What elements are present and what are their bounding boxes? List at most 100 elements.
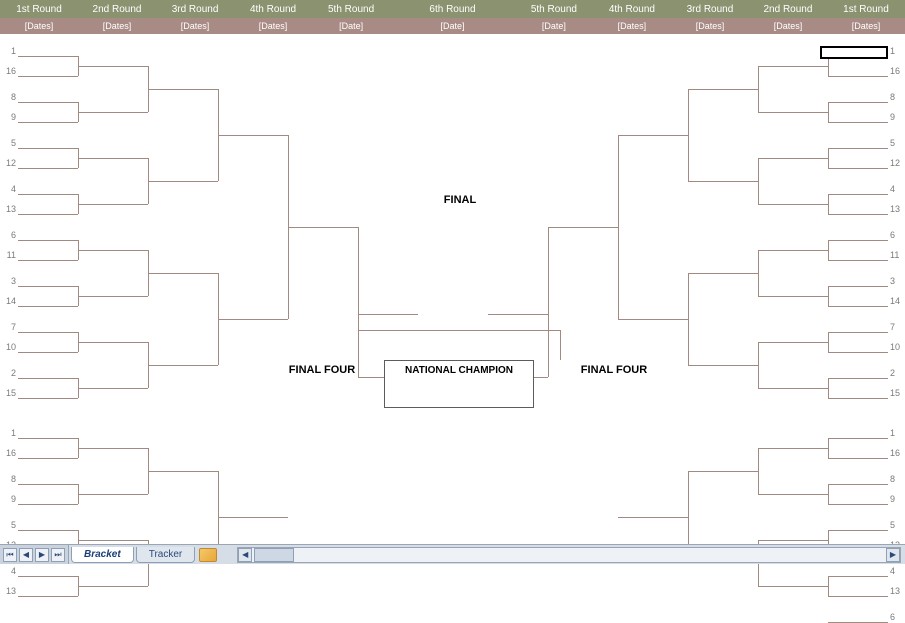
bracket-slot-line[interactable]: [18, 352, 78, 353]
bracket-slot-line[interactable]: [78, 448, 148, 449]
bracket-slot-line[interactable]: [828, 398, 888, 399]
bracket-slot-line[interactable]: [758, 158, 828, 159]
bracket-slot-line[interactable]: [78, 388, 148, 389]
national-champion-box[interactable]: NATIONAL CHAMPION: [384, 360, 534, 408]
bracket-slot-line[interactable]: [78, 66, 148, 67]
bracket-slot-line[interactable]: [488, 314, 548, 315]
bracket-slot-line[interactable]: [758, 494, 828, 495]
bracket-slot-line[interactable]: [758, 540, 828, 541]
bracket-slot-line[interactable]: [828, 214, 888, 215]
bracket-slot-line[interactable]: [828, 102, 888, 103]
bracket-slot-line[interactable]: [828, 352, 888, 353]
bracket-slot-line[interactable]: [828, 438, 888, 439]
bracket-slot-line[interactable]: [828, 504, 888, 505]
bracket-slot-line[interactable]: [758, 112, 828, 113]
bracket-slot-line[interactable]: [18, 504, 78, 505]
bracket-slot-line[interactable]: [828, 194, 888, 195]
bracket-slot-line[interactable]: [358, 314, 418, 315]
bracket-slot-line[interactable]: [828, 240, 888, 241]
bracket-slot-line[interactable]: [18, 576, 78, 577]
bracket-slot-line[interactable]: [688, 181, 758, 182]
bracket-slot-line[interactable]: [18, 286, 78, 287]
bracket-canvas[interactable]: 1168951241361131471021511689512413116895…: [0, 34, 905, 544]
bracket-slot-line[interactable]: [688, 273, 758, 274]
bracket-slot-line[interactable]: [18, 306, 78, 307]
bracket-slot-line[interactable]: [18, 56, 78, 57]
horizontal-scrollbar[interactable]: ◀ ▶: [237, 547, 901, 563]
bracket-slot-line[interactable]: [18, 214, 78, 215]
sheet-nav-first-icon[interactable]: ⏮: [3, 548, 17, 562]
bracket-slot-line[interactable]: [18, 260, 78, 261]
bracket-slot-line[interactable]: [218, 135, 288, 136]
scroll-thumb[interactable]: [254, 548, 294, 562]
new-sheet-icon[interactable]: [199, 548, 217, 562]
bracket-slot-line[interactable]: [758, 66, 828, 67]
bracket-slot-line[interactable]: [18, 530, 78, 531]
bracket-slot-line[interactable]: [828, 306, 888, 307]
bracket-slot-line[interactable]: [148, 181, 218, 182]
bracket-slot-line[interactable]: [18, 458, 78, 459]
bracket-slot-line[interactable]: [548, 227, 618, 228]
bracket-slot-line[interactable]: [618, 319, 688, 320]
bracket-slot-line[interactable]: [618, 135, 688, 136]
bracket-slot-line[interactable]: [78, 112, 148, 113]
bracket-slot-line[interactable]: [758, 204, 828, 205]
bracket-slot-line[interactable]: [688, 365, 758, 366]
bracket-slot-line[interactable]: [758, 448, 828, 449]
bracket-slot-line[interactable]: [828, 458, 888, 459]
sheet-nav-next-icon[interactable]: ▶: [35, 548, 49, 562]
bracket-slot-line[interactable]: [78, 540, 148, 541]
bracket-slot-line[interactable]: [758, 388, 828, 389]
bracket-slot-line[interactable]: [688, 89, 758, 90]
bracket-slot-line[interactable]: [18, 438, 78, 439]
bracket-slot-line[interactable]: [758, 296, 828, 297]
bracket-slot-line[interactable]: [18, 596, 78, 597]
bracket-slot-line[interactable]: [78, 342, 148, 343]
bracket-slot-line[interactable]: [78, 296, 148, 297]
bracket-slot-line[interactable]: [828, 596, 888, 597]
bracket-slot-line[interactable]: [18, 168, 78, 169]
bracket-slot-line[interactable]: [78, 250, 148, 251]
bracket-slot-line[interactable]: [18, 332, 78, 333]
cell-selection[interactable]: [820, 46, 888, 59]
sheet-nav-prev-icon[interactable]: ◀: [19, 548, 33, 562]
bracket-slot-line[interactable]: [148, 273, 218, 274]
bracket-slot-line[interactable]: [18, 484, 78, 485]
sheet-nav-last-icon[interactable]: ⏭: [51, 548, 65, 562]
bracket-slot-line[interactable]: [828, 260, 888, 261]
bracket-slot-line[interactable]: [148, 89, 218, 90]
bracket-slot-line[interactable]: [688, 471, 758, 472]
bracket-slot-line[interactable]: [18, 102, 78, 103]
bracket-slot-line[interactable]: [828, 576, 888, 577]
bracket-slot-line[interactable]: [18, 122, 78, 123]
bracket-slot-line[interactable]: [758, 586, 828, 587]
sheet-tab-bracket[interactable]: Bracket: [71, 547, 134, 563]
bracket-slot-line[interactable]: [828, 378, 888, 379]
bracket-slot-line[interactable]: [148, 471, 218, 472]
bracket-slot-line[interactable]: [218, 319, 288, 320]
bracket-slot-line[interactable]: [288, 227, 358, 228]
scroll-left-icon[interactable]: ◀: [238, 548, 252, 562]
bracket-slot-line[interactable]: [618, 517, 688, 518]
bracket-slot-line[interactable]: [18, 398, 78, 399]
bracket-slot-line[interactable]: [828, 76, 888, 77]
bracket-slot-line[interactable]: [828, 332, 888, 333]
bracket-slot-line[interactable]: [78, 158, 148, 159]
bracket-slot-line[interactable]: [18, 240, 78, 241]
bracket-slot-line[interactable]: [828, 286, 888, 287]
bracket-slot-line[interactable]: [18, 194, 78, 195]
bracket-slot-line[interactable]: [828, 168, 888, 169]
scroll-right-icon[interactable]: ▶: [886, 548, 900, 562]
bracket-slot-line[interactable]: [78, 494, 148, 495]
bracket-slot-line[interactable]: [78, 204, 148, 205]
sheet-tab-tracker[interactable]: Tracker: [136, 547, 196, 563]
bracket-slot-line[interactable]: [18, 76, 78, 77]
bracket-slot-line[interactable]: [828, 122, 888, 123]
bracket-slot-line[interactable]: [78, 586, 148, 587]
bracket-slot-line[interactable]: [828, 484, 888, 485]
bracket-slot-line[interactable]: [18, 378, 78, 379]
bracket-slot-line[interactable]: [828, 148, 888, 149]
bracket-slot-line[interactable]: [758, 342, 828, 343]
bracket-slot-line[interactable]: [358, 330, 560, 331]
bracket-slot-line[interactable]: [218, 517, 288, 518]
